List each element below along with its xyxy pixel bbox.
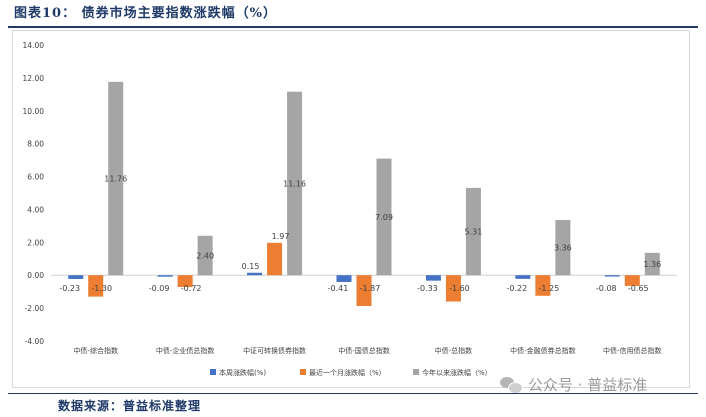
bar xyxy=(644,252,660,276)
data-label: 1.36 xyxy=(643,260,661,269)
bar xyxy=(604,275,620,277)
data-label: -0.22 xyxy=(507,284,528,293)
bar xyxy=(376,158,392,276)
data-label: -0.09 xyxy=(149,284,170,293)
data-label: 2.40 xyxy=(196,251,214,260)
bar xyxy=(267,242,283,276)
watermark-text: 公众号 · 普益标准 xyxy=(528,376,648,394)
y-tick-label: 12.00 xyxy=(23,74,45,83)
y-tick-label: 4.00 xyxy=(27,205,44,214)
bar xyxy=(465,187,481,276)
category-label: 中债-总指数 xyxy=(435,346,473,355)
bar-chart: 14.00 12.00 10.00 8.00 6.00 4.00 2.00 0.00 -2.00… xyxy=(23,41,677,377)
bar xyxy=(425,275,441,281)
category-label: 中债-企业债总指数 xyxy=(156,346,215,355)
legend-label: 今年以来涨跌幅（%） xyxy=(422,368,492,377)
bar xyxy=(177,275,193,288)
data-label: -1.25 xyxy=(539,284,560,293)
footer-rule xyxy=(8,393,698,394)
data-label: -0.33 xyxy=(417,284,438,293)
bar xyxy=(356,275,372,306)
bar xyxy=(247,272,263,276)
data-label: 5.31 xyxy=(465,228,483,237)
legend-swatch xyxy=(300,369,306,375)
data-label: 3.36 xyxy=(554,244,572,253)
category-label: 中债-国债总指数 xyxy=(338,346,390,355)
y-tick-label: 2.00 xyxy=(27,238,44,247)
data-label: 7.09 xyxy=(375,213,393,222)
y-tick-label: -4.00 xyxy=(25,337,45,346)
legend-swatch xyxy=(413,369,419,375)
y-tick-label: 6.00 xyxy=(27,173,44,182)
category-label: 中债-信用债总指数 xyxy=(603,346,662,355)
legend-swatch xyxy=(210,369,216,375)
bar xyxy=(108,81,124,276)
data-label: 0.15 xyxy=(242,262,260,271)
bar xyxy=(445,275,461,302)
y-tick-label: 14.00 xyxy=(23,41,45,50)
y-tick-label: 0.00 xyxy=(27,271,44,280)
data-label: -0.08 xyxy=(596,284,617,293)
legend-label: 最近一个月涨跌幅（%） xyxy=(309,368,386,377)
bar xyxy=(287,91,303,276)
chart-frame: 14.00 12.00 10.00 8.00 6.00 4.00 2.00 0.00 -2.00… xyxy=(12,30,690,388)
data-label: -1.30 xyxy=(91,284,112,293)
wechat-icon xyxy=(500,376,523,394)
bar xyxy=(624,275,640,286)
bar xyxy=(535,275,551,296)
bar xyxy=(88,275,104,297)
data-source: 数据来源：普益标准整理 xyxy=(58,399,202,413)
data-label: -0.23 xyxy=(59,284,80,293)
figure-title: 图表10： 债券市场主要指数涨跌幅（%） xyxy=(14,6,277,21)
y-tick-label: 10.00 xyxy=(23,107,45,116)
bar xyxy=(157,275,173,277)
data-label: -1.60 xyxy=(449,284,470,293)
bar xyxy=(197,235,213,276)
category-label: 中债-综合指数 xyxy=(73,346,118,355)
bar xyxy=(555,219,571,276)
bar xyxy=(68,275,84,280)
y-tick-label: -2.00 xyxy=(25,304,45,313)
legend-label: 本周涨跌幅(%) xyxy=(219,368,266,377)
category-label: 中证可转换债券指数 xyxy=(243,346,306,355)
data-label: -1.87 xyxy=(360,284,381,293)
category-label: 中债-金融债券总指数 xyxy=(510,346,576,355)
bar xyxy=(336,275,352,282)
bar xyxy=(515,275,531,279)
data-label: -0.72 xyxy=(181,284,202,293)
data-label: 1.97 xyxy=(272,232,290,241)
data-label: -0.65 xyxy=(628,284,649,293)
y-tick-label: 8.00 xyxy=(27,140,44,149)
data-label: -0.41 xyxy=(328,284,349,293)
data-label: 11.16 xyxy=(283,179,306,188)
watermark: 公众号 · 普益标准 xyxy=(500,372,647,398)
title-rule xyxy=(8,26,698,28)
data-label: 11.76 xyxy=(104,175,127,184)
